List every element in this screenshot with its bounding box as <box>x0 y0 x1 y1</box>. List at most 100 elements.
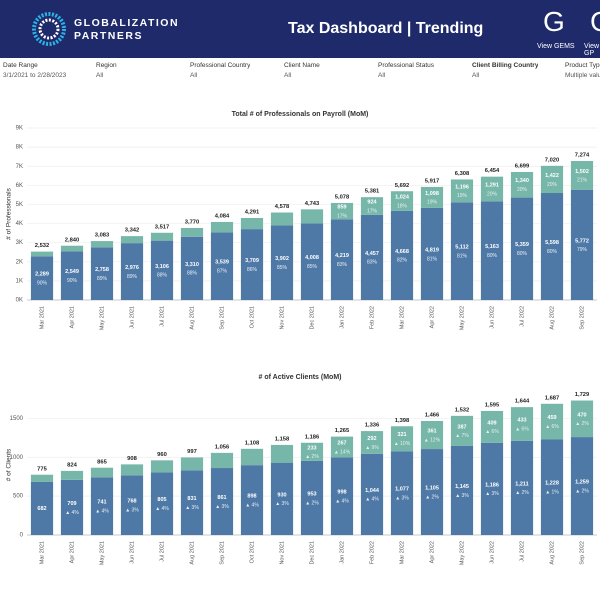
x-tick-label: Jun 2022 <box>489 541 495 564</box>
filter-value[interactable]: All <box>96 72 104 79</box>
filter-value[interactable]: Multiple values <box>565 72 600 79</box>
bar-segment <box>570 160 594 190</box>
bar-segment <box>60 251 84 300</box>
bar-segment <box>390 191 414 211</box>
filter-value[interactable]: All <box>284 72 292 79</box>
bar-sub-label: ▲ 6% <box>515 426 529 432</box>
x-tick-label: May 2022 <box>459 306 465 330</box>
bar-sub-label: 85% <box>277 265 288 271</box>
filter[interactable]: Professional Country All <box>190 62 250 79</box>
filter[interactable]: Date Range 3/1/2021 to 2/28/2023 <box>3 62 66 79</box>
filter-value[interactable]: 3/1/2021 to 2/28/2023 <box>3 72 67 79</box>
bar-label: 292 <box>367 436 376 442</box>
bar-label: 2,976 <box>125 265 139 271</box>
bar-segment <box>300 223 324 300</box>
bar-segment <box>510 171 534 198</box>
bar-segment <box>150 232 174 241</box>
y-tick-label: 0 <box>20 533 24 539</box>
bar-label: 861 <box>217 495 226 501</box>
bar-sub-label: 17% <box>337 213 348 219</box>
bar-label: 4,819 <box>425 247 439 253</box>
filter[interactable]: Client Name All <box>284 62 320 79</box>
bar-sub-label: ▲ 2% <box>305 454 319 460</box>
bar-segment <box>480 201 504 300</box>
total-label: 908 <box>127 456 137 462</box>
bar-segment <box>540 439 564 535</box>
bar-segment <box>450 202 474 300</box>
x-tick-label: Jan 2022 <box>339 541 345 564</box>
bar-sub-label: ▲ 14% <box>334 449 351 455</box>
bar-sub-label: ▲ 1% <box>545 490 559 496</box>
bar-label: 3,902 <box>275 256 289 262</box>
bar-segment <box>60 479 84 535</box>
y-tick-label: 3K <box>16 240 23 246</box>
bar-segment <box>330 457 354 535</box>
bar-segment <box>540 193 564 300</box>
bar-segment <box>120 243 144 300</box>
bar-label: 409 <box>487 420 496 426</box>
bar-label: 1,340 <box>515 178 529 184</box>
x-tick-label: Feb 2022 <box>369 306 375 329</box>
chart-title: # of Active Clients (MoM) <box>259 374 342 381</box>
bar-label: 805 <box>157 497 166 503</box>
bar-label: 233 <box>307 445 316 451</box>
x-tick-label: May 2021 <box>99 541 105 565</box>
total-label: 1,729 <box>575 392 590 398</box>
total-label: 1,056 <box>215 444 230 450</box>
filter-value[interactable]: All <box>472 72 480 79</box>
filter[interactable]: Product Type Multiple values <box>565 62 600 79</box>
total-label: 1,466 <box>425 413 440 419</box>
bar-segment <box>480 176 504 202</box>
bar-sub-label: 90% <box>67 278 78 284</box>
total-label: 2,532 <box>35 243 50 249</box>
x-tick-label: Mar 2021 <box>39 306 45 329</box>
link[interactable]: View GEMS <box>537 43 575 50</box>
total-label: 1,336 <box>365 423 380 429</box>
bar-segment <box>270 212 294 226</box>
x-tick-label: Oct 2021 <box>249 306 255 328</box>
filter[interactable]: Region All <box>96 62 117 79</box>
bar-segment <box>570 189 594 300</box>
bar-label: 1,186 <box>485 482 499 488</box>
total-label: 6,308 <box>455 171 470 177</box>
bar-segment <box>330 202 354 220</box>
filter-label: Client Billing Country <box>472 62 539 69</box>
x-tick-label: Jun 2021 <box>129 541 135 564</box>
bar-sub-label: 90% <box>37 280 48 286</box>
bar-segment <box>270 225 294 300</box>
bar-segment <box>480 442 504 535</box>
filter-value[interactable]: All <box>378 72 386 79</box>
total-label: 7,274 <box>575 153 590 159</box>
bar-label: 5,112 <box>455 245 468 251</box>
chart-title: Total # of Professionals on Payroll (MoM… <box>232 111 369 118</box>
bar-label: 1,098 <box>425 191 439 197</box>
bar-label: 5,772 <box>575 238 589 244</box>
total-label: 5,917 <box>425 178 440 184</box>
bar-label: 2,758 <box>95 267 109 273</box>
x-tick-label: Dec 2021 <box>309 541 315 565</box>
gems-icon[interactable]: G <box>543 6 565 37</box>
filter-label: Product Type <box>565 62 600 69</box>
bar-label: 5,359 <box>515 242 529 248</box>
x-tick-label: Aug 2022 <box>549 306 555 330</box>
total-label: 5,078 <box>335 194 350 200</box>
bar-segment <box>270 462 294 535</box>
bar-sub-label: ▲ 2% <box>305 500 319 506</box>
filter-bar: Date Range 3/1/2021 to 2/28/2023 Region All… <box>0 60 600 82</box>
filter[interactable]: Client Billing Country All <box>472 62 538 79</box>
gp-icon[interactable]: G <box>590 6 600 38</box>
x-tick-label: Jul 2022 <box>519 541 525 562</box>
bar-sub-label: 80% <box>547 249 558 255</box>
bar-label: 1,211 <box>515 481 528 487</box>
y-tick-label: 4K <box>16 221 23 227</box>
bar-sub-label: 80% <box>487 253 498 259</box>
filter-value[interactable]: All <box>190 72 198 79</box>
bar-sub-label: ▲ 9% <box>365 445 379 451</box>
bar-label: 1,259 <box>575 479 589 485</box>
bar-segment <box>420 420 444 450</box>
bar-sub-label: 19% <box>427 200 438 206</box>
link[interactable]: View GP <box>584 43 600 57</box>
bar-segment <box>450 415 474 446</box>
filter[interactable]: Professional Status All <box>378 62 434 79</box>
